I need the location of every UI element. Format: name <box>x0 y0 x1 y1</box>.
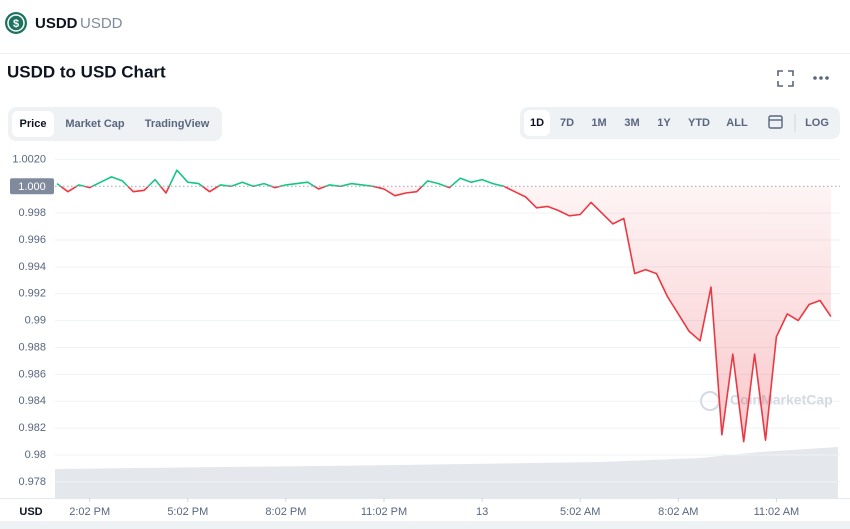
range-button[interactable]: 3M <box>624 117 639 129</box>
watermark: CoinMarketCap <box>730 392 833 408</box>
baseline-label-bg <box>10 178 54 195</box>
range-button[interactable]: 1D <box>530 117 544 129</box>
range-group <box>520 107 840 139</box>
x-tick-label: 5:02 PM <box>167 506 208 518</box>
y-tick-label: 0.994 <box>18 261 46 273</box>
x-tick-label: 2:02 PM <box>69 506 110 518</box>
x-tick-label: 11:02 AM <box>754 506 800 518</box>
range-button[interactable]: ALL <box>726 117 748 129</box>
x-tick-label: 8:02 PM <box>265 506 306 518</box>
coin-symbol: USDD <box>35 15 78 32</box>
volume-area <box>55 447 838 498</box>
tab[interactable]: TradingView <box>145 118 210 130</box>
tab[interactable]: Market Cap <box>65 118 125 130</box>
y-tick-label: 0.98 <box>25 449 46 461</box>
tab-active-bg <box>12 111 54 137</box>
y-tick-label: 0.99 <box>25 315 46 327</box>
currency-label: USD <box>19 506 42 518</box>
coin-logo-symbol: $ <box>13 18 19 30</box>
range-active-bg <box>524 110 550 136</box>
y-tick-label: 0.996 <box>18 234 46 246</box>
x-tick-label: 8:02 AM <box>658 506 698 518</box>
y-tick-label: 0.982 <box>18 422 46 434</box>
y-tick-label: 0.978 <box>18 476 46 488</box>
coin-logo-ring <box>7 14 25 32</box>
chart-title: USDD to USD Chart <box>7 62 166 81</box>
price-line <box>56 169 832 443</box>
y-tick-label: 0.992 <box>18 288 46 300</box>
range-button[interactable]: 7D <box>560 117 574 129</box>
navigator-strip <box>0 521 850 529</box>
range-button[interactable]: 1Y <box>657 117 671 129</box>
fullscreen-button[interactable] <box>777 70 794 87</box>
area-fill <box>57 186 831 442</box>
calendar-button[interactable] <box>768 115 783 129</box>
coin-name: USDD <box>80 15 123 32</box>
more-button[interactable] <box>813 76 829 80</box>
x-tick-label: 13 <box>476 506 488 518</box>
range-button[interactable]: YTD <box>688 117 710 129</box>
tab[interactable]: Price <box>20 118 47 130</box>
tab-group <box>8 107 222 141</box>
header-bar <box>0 0 850 53</box>
y-tick-label: 1.0020 <box>12 153 46 165</box>
y-tick-label: 0.984 <box>18 395 46 407</box>
x-tick-label: 5:02 AM <box>560 506 600 518</box>
y-tick-label: 0.988 <box>18 341 46 353</box>
x-tick-label: 11:02 PM <box>361 506 407 518</box>
baseline-label: 1.000 <box>18 181 46 193</box>
range-button[interactable]: 1M <box>591 117 606 129</box>
y-tick-label: 0.986 <box>18 368 46 380</box>
log-button[interactable]: LOG <box>805 117 829 129</box>
y-tick-label: 0.998 <box>18 207 46 219</box>
